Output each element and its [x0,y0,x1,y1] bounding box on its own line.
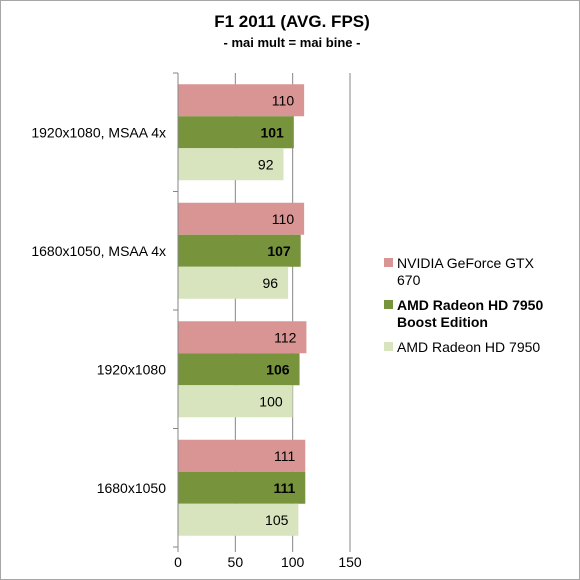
legend-swatch [384,342,393,351]
data-label: 110 [272,211,295,227]
bar [178,471,306,504]
legend-label: AMD Radeon HD 7950 Boost Edition [397,297,543,330]
bar [178,321,307,354]
legend-swatch [384,258,393,267]
category-label: 1920x1080, MSAA 4x [31,124,166,140]
legend: NVIDIA GeForce GTX 670 AMD Radeon HD 7950 B… [384,255,543,355]
x-tick-label: 100 [281,554,305,570]
data-label: 107 [267,243,291,259]
bar [178,353,300,386]
bar [178,439,306,472]
data-label: 101 [260,124,284,140]
x-tick-label: 150 [338,554,362,570]
x-tick-label: 0 [174,554,182,570]
legend-swatch [384,300,393,309]
data-label: 106 [266,361,290,377]
bar [178,202,305,235]
data-label: 96 [263,275,279,291]
category-label: 1680x1050, MSAA 4x [31,243,166,259]
data-label: 111 [273,480,295,496]
bar [178,148,284,181]
data-label: 92 [258,156,274,172]
data-label: 111 [274,448,295,464]
axes: 0 50 100 150 1920x1080, MSAA 4x 1680x1050, MS… [31,72,362,570]
chart-title: F1 2011 (AVG. FPS) [214,12,370,31]
category-label: 1920x1080 [97,361,167,377]
data-label: 100 [259,393,283,409]
data-label: 105 [265,512,289,528]
bar [178,503,299,536]
chart-subtitle: - mai mult = mai bine - [224,35,361,50]
data-label: 110 [272,92,295,108]
bar [178,116,294,149]
legend-label: AMD Radeon HD 7950 [397,339,540,355]
data-label: 112 [274,329,297,345]
bars: 110 101 92 110 107 96 112 106 100 111 111 105 [178,84,307,536]
bar [178,234,301,267]
category-label: 1680x1050 [97,480,167,496]
bar [178,266,289,299]
x-tick-label: 50 [228,554,244,570]
bar [178,385,293,418]
legend-label: NVIDIA GeForce GTX 670 [397,255,535,288]
bar [178,84,305,117]
